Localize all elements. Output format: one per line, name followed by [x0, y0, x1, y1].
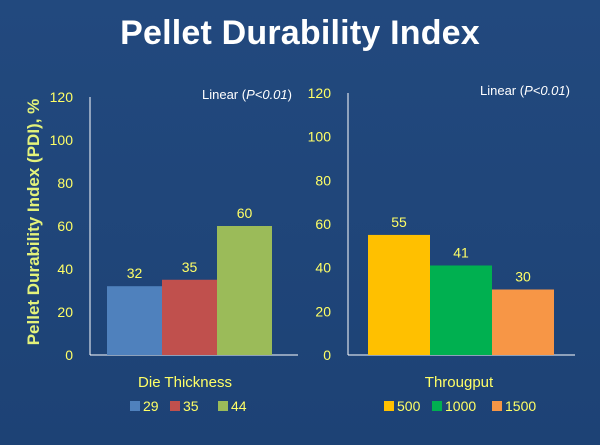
- y-tick-label: 40: [57, 261, 73, 277]
- y-tick-label: 20: [315, 303, 331, 319]
- legend-entry: 1500: [505, 398, 536, 414]
- bar-44: [217, 226, 272, 355]
- legend-entry: 1000: [445, 398, 476, 414]
- y-tick-label: 100: [308, 129, 332, 145]
- legend-swatch-500: [384, 401, 394, 411]
- y-tick-label: 100: [50, 132, 74, 148]
- legend-swatch-1500: [492, 401, 502, 411]
- x-axis-label: Througput: [425, 374, 494, 391]
- bar-29: [107, 286, 162, 355]
- data-label: 32: [127, 265, 143, 281]
- bar-35: [162, 279, 217, 355]
- y-tick-label: 120: [308, 85, 332, 101]
- y-tick-label: 60: [57, 218, 73, 234]
- bar-1000: [430, 265, 492, 355]
- y-tick-label: 40: [315, 260, 331, 276]
- legend-swatch-1000: [432, 401, 442, 411]
- legend-swatch-44: [218, 401, 228, 411]
- legend-entry: 500: [397, 398, 421, 414]
- bar-1500: [492, 289, 554, 355]
- y-tick-label: 60: [315, 216, 331, 232]
- y-tick-label: 120: [50, 89, 74, 105]
- legend-entry: 29: [143, 398, 159, 414]
- y-tick-label: 0: [323, 347, 331, 363]
- x-axis-label: Die Thickness: [138, 374, 232, 391]
- bar-500: [368, 234, 430, 355]
- legend-entry: 44: [231, 398, 247, 414]
- legend-entry: 35: [183, 398, 199, 414]
- y-tick-label: 80: [315, 172, 331, 188]
- legend-swatch-29: [130, 401, 140, 411]
- y-tick-label: 0: [65, 347, 73, 363]
- chart-title: Pellet Durability Index: [120, 14, 480, 52]
- y-tick-label: 20: [57, 304, 73, 320]
- data-label: 41: [453, 244, 469, 260]
- data-label: 30: [515, 269, 531, 285]
- significance-annotation: Linear (P<0.01): [202, 87, 292, 102]
- data-label: 55: [391, 214, 407, 230]
- significance-annotation: Linear (P<0.01): [480, 83, 570, 98]
- data-label: 60: [237, 205, 253, 221]
- data-label: 35: [182, 259, 198, 275]
- y-tick-label: 80: [57, 175, 73, 191]
- legend-swatch-35: [170, 401, 180, 411]
